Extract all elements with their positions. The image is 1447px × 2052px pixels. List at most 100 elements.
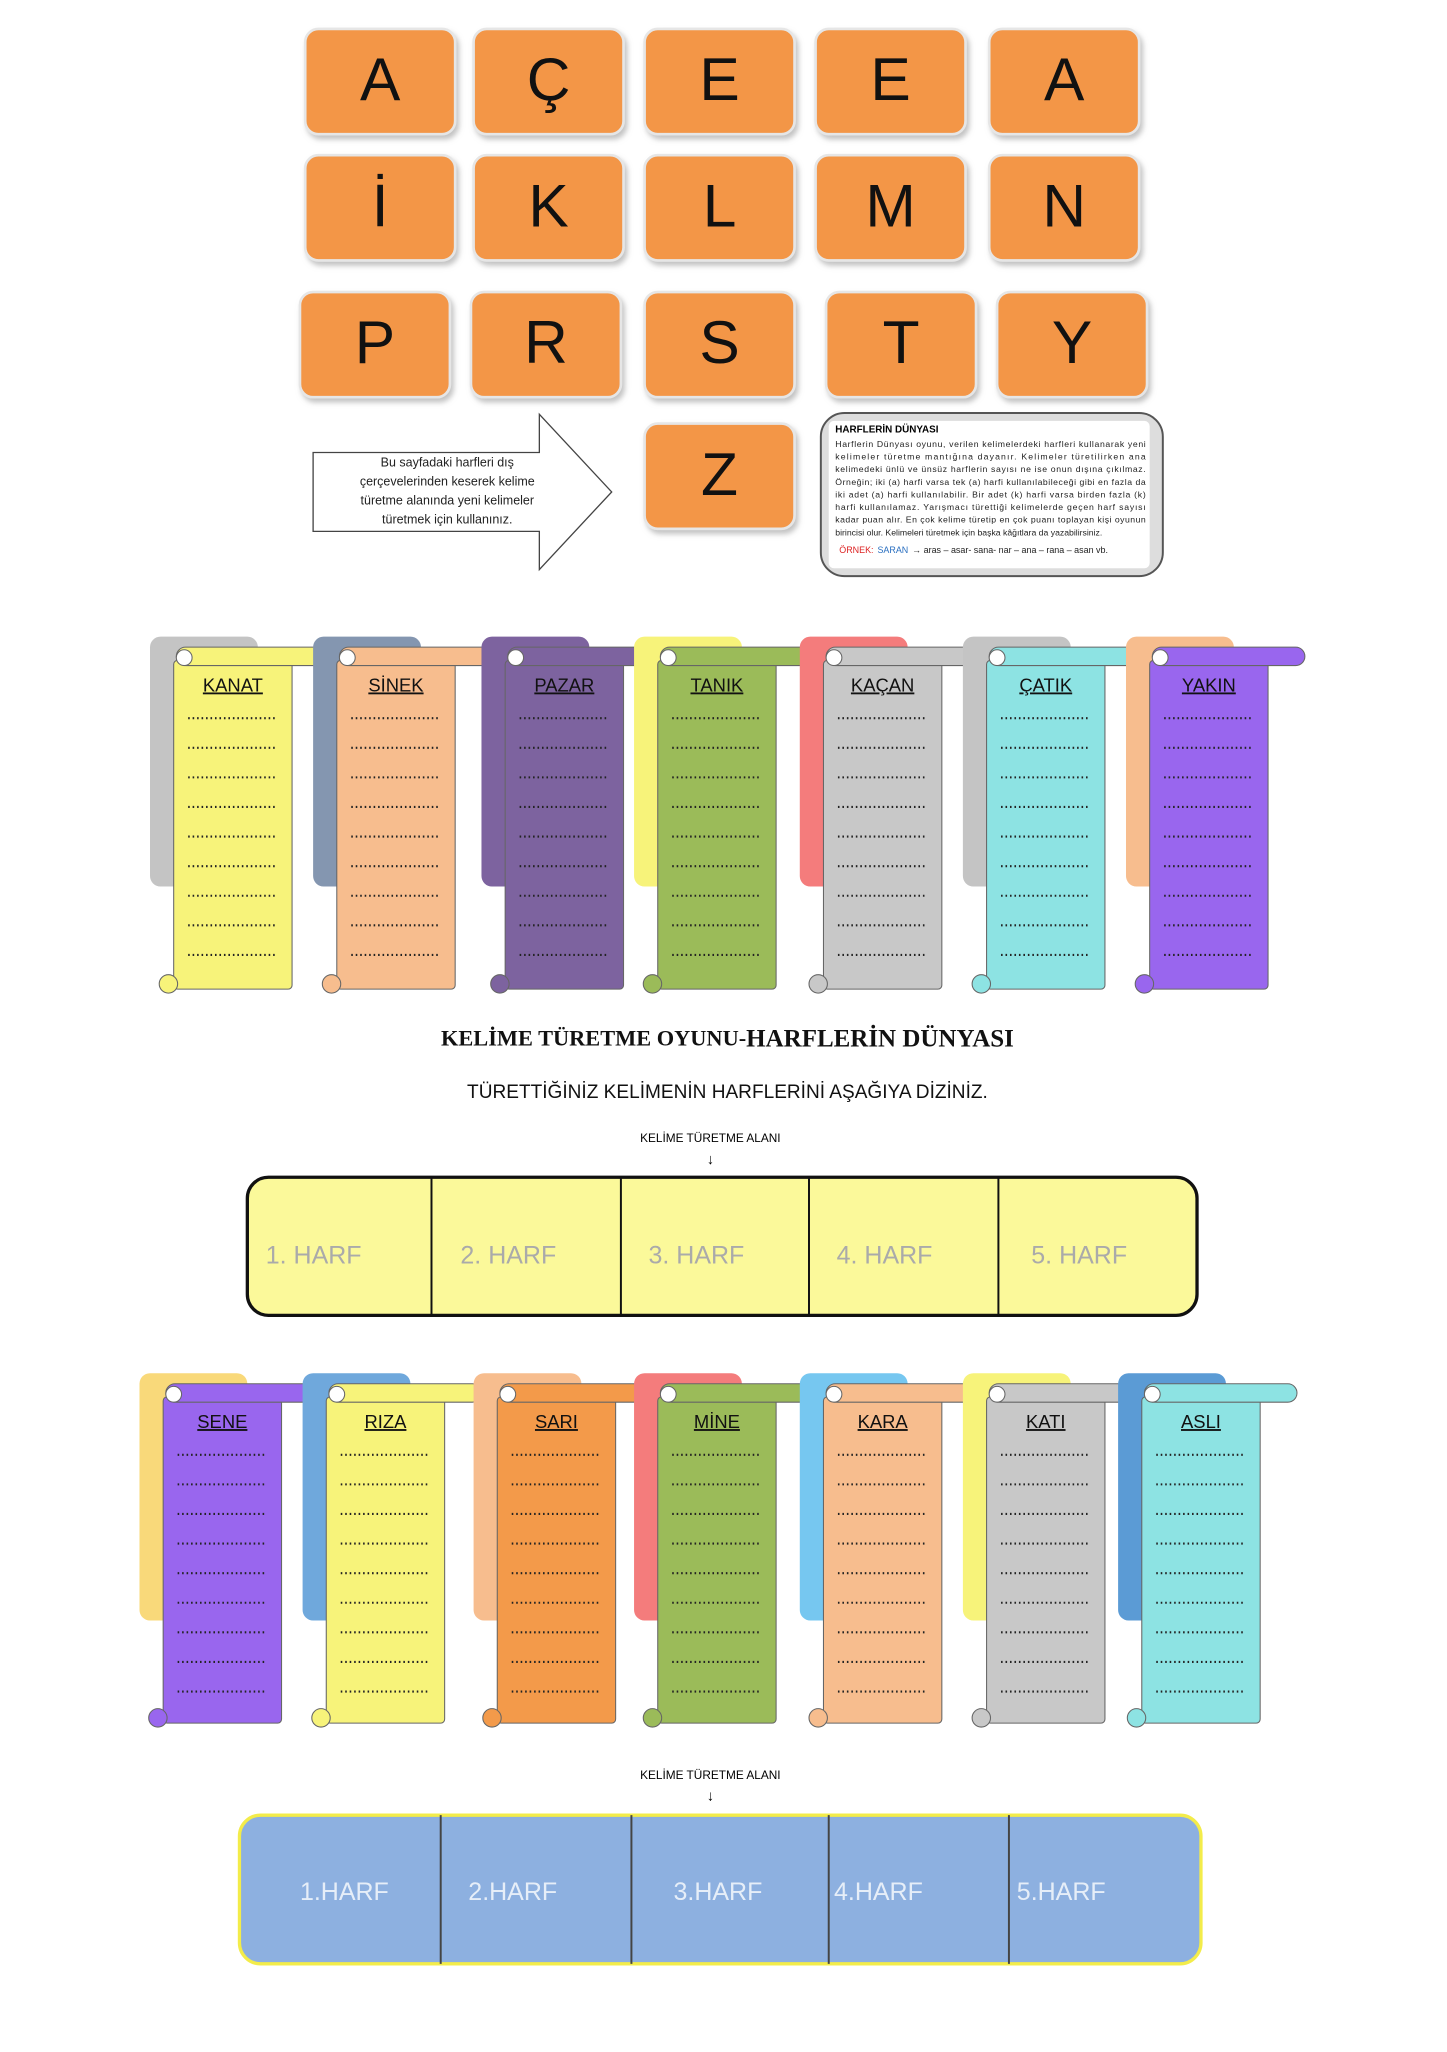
slot-label: 2. HARF xyxy=(460,1241,556,1269)
instruction-line: türetme alanında yeni kelimeler xyxy=(361,493,534,507)
scroll-word: RIZA xyxy=(364,1411,407,1432)
letter-tile xyxy=(643,153,796,262)
scroll-word: KATI xyxy=(1026,1411,1066,1432)
slot-label: 2.HARF xyxy=(468,1878,557,1906)
scroll-word: KANAT xyxy=(203,674,263,695)
scroll-curl xyxy=(971,1708,992,1728)
info-line: kelimeler türetme mantığına dayanır. Kel… xyxy=(835,452,1146,462)
letter: Ç xyxy=(527,45,571,113)
scroll-body xyxy=(173,659,293,990)
scroll-top xyxy=(338,646,493,667)
slot-label: 1. HARF xyxy=(266,1241,362,1269)
title-part: HARFLERİN DÜNYASI xyxy=(746,1024,1014,1052)
info-box-inner xyxy=(828,420,1150,569)
letter-tile xyxy=(643,27,796,136)
letter: E xyxy=(870,45,910,113)
scroll-curl xyxy=(659,1385,677,1403)
scroll-body xyxy=(336,659,456,990)
info-example: ÖRNEK: SARAN → aras – asar- sana- nar – an… xyxy=(839,545,1108,555)
letter: L xyxy=(703,171,737,239)
scroll-body xyxy=(504,659,625,990)
slot-label: 3. HARF xyxy=(649,1241,745,1269)
scroll-top xyxy=(1151,646,1306,667)
word-area xyxy=(237,1813,1203,1966)
letter-tile xyxy=(995,290,1149,399)
scroll-body xyxy=(986,659,1106,990)
scroll-top xyxy=(825,646,980,667)
scroll-word: MİNE xyxy=(694,1411,740,1432)
scroll-top xyxy=(165,1383,319,1403)
area-label: KELİME TÜRETME ALANI xyxy=(640,1768,780,1782)
scroll-curl xyxy=(321,974,342,994)
letter-tile xyxy=(643,422,796,531)
letter-tile xyxy=(472,27,625,136)
scroll-top xyxy=(988,646,1143,667)
scroll-curl xyxy=(642,1708,663,1728)
scroll-curl xyxy=(175,649,193,667)
letter: M xyxy=(865,171,915,239)
scroll-curl xyxy=(1143,1385,1161,1403)
instruction-line: çerçevelerinden keserek kelime xyxy=(360,474,535,488)
scroll-curl xyxy=(642,974,663,994)
letter: S xyxy=(699,308,739,376)
instruction-arrow xyxy=(312,412,613,572)
scroll-top xyxy=(175,646,330,667)
scroll-curl xyxy=(825,649,843,667)
letter-tile xyxy=(814,27,967,136)
info-line: Örneğin; iki (a) harfi varsa tek (a) har… xyxy=(835,477,1146,487)
example-part: SARAN xyxy=(877,545,908,555)
scroll-top xyxy=(659,646,814,667)
scroll-curl xyxy=(158,974,179,994)
letter: Y xyxy=(1052,308,1092,376)
title-part: KELİME TÜRETME OYUNU- xyxy=(441,1026,746,1051)
scroll-curl xyxy=(971,974,992,994)
scroll-curl xyxy=(499,1385,517,1403)
scroll-body xyxy=(657,659,777,990)
letter: P xyxy=(355,308,395,376)
letter: N xyxy=(1042,171,1086,239)
letter-tile xyxy=(643,290,796,399)
scroll-body xyxy=(1141,1396,1261,1724)
scroll-body xyxy=(822,659,943,990)
scroll-top xyxy=(1143,1383,1298,1403)
letter: K xyxy=(528,171,568,239)
area-arrow: ↓ xyxy=(707,1152,714,1168)
slot-label: 4.HARF xyxy=(834,1878,923,1906)
scroll-curl xyxy=(148,1708,168,1728)
letter: Z xyxy=(701,440,738,508)
letter-tile xyxy=(814,153,967,262)
scroll-curl xyxy=(338,649,356,667)
letter: A xyxy=(1044,45,1085,113)
scroll-top xyxy=(328,1383,483,1403)
scroll-top xyxy=(659,1383,814,1403)
letter-tile xyxy=(824,290,978,399)
info-line: harfi kullanılamaz. Yarışmacı türettiği … xyxy=(835,502,1145,512)
scroll-word: SARI xyxy=(535,1411,578,1432)
scroll-word: TANIK xyxy=(691,674,745,695)
letter: A xyxy=(360,45,401,113)
scroll-curl xyxy=(311,1708,331,1728)
scroll-word: SİNEK xyxy=(368,674,424,695)
letter: R xyxy=(524,308,568,376)
info-line: Harflerin Dünyası oyunu, verilen kelimel… xyxy=(835,439,1145,449)
scroll-curl xyxy=(1134,974,1155,994)
info-line: iki adet (a) harfi kullanılabilir. Bir a… xyxy=(835,489,1146,499)
word-area xyxy=(245,1175,1199,1317)
letter-tile xyxy=(469,290,623,399)
scroll-body xyxy=(657,1396,777,1724)
letter: T xyxy=(883,308,920,376)
letter: İ xyxy=(372,171,389,239)
slot-label: 1.HARF xyxy=(300,1878,389,1906)
scroll-word: SENE xyxy=(197,1411,247,1432)
scroll-word: PAZAR xyxy=(534,674,594,695)
letter-tile xyxy=(987,27,1141,136)
scroll-top xyxy=(825,1383,980,1403)
area-label: KELİME TÜRETME ALANI xyxy=(640,1131,780,1145)
scroll-curl xyxy=(659,649,677,667)
letter-tile xyxy=(303,27,457,136)
scroll-curl xyxy=(1126,1708,1147,1728)
scroll-word: KAÇAN xyxy=(851,674,914,695)
instruction-line: türetmek için kullanınız. xyxy=(382,513,512,527)
